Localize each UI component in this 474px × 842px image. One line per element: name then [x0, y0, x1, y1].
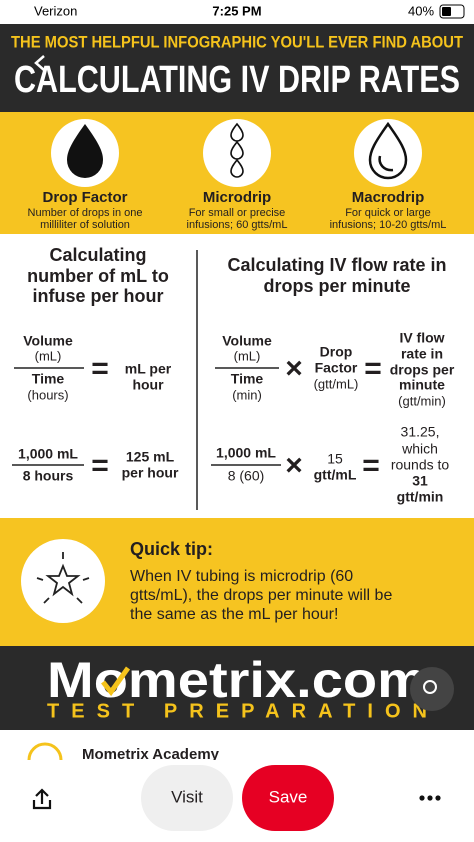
clock: 7:25 PM: [212, 3, 261, 18]
brand-name: Mometrix.com: [47, 652, 427, 708]
section-title: infuse per hour: [32, 286, 163, 306]
equals: =: [91, 352, 109, 385]
result: which: [401, 441, 438, 457]
tip-body: gtts/mL), the drops per minute will be: [130, 587, 392, 604]
numerator: 1,000 mL: [18, 446, 78, 462]
tip-icon: [21, 539, 105, 623]
denominator: Time: [231, 371, 264, 387]
drop-solid: [67, 124, 103, 178]
drop-outline: [368, 121, 408, 180]
battery-level: 40%: [408, 3, 434, 18]
save-button[interactable]: [242, 765, 334, 831]
factor: gtt/mL: [314, 467, 357, 483]
macrodrip-icon: [354, 119, 422, 187]
factor: Drop: [320, 344, 353, 360]
denominator-unit: (min): [232, 387, 262, 402]
numerator: 1,000 mL: [216, 445, 276, 461]
visit-button[interactable]: [141, 765, 233, 831]
result: 125 mL: [126, 449, 175, 465]
more-button[interactable]: [419, 795, 441, 801]
times: ×: [285, 352, 303, 385]
section-title: Calculating IV flow rate in: [227, 255, 446, 275]
denominator: 8 (60): [228, 468, 265, 484]
result: 31: [412, 473, 428, 489]
equals: =: [91, 449, 109, 482]
source-name: Mometrix Academy: [82, 746, 220, 763]
term-title: Microdrip: [203, 189, 271, 206]
battery-fill: [442, 7, 451, 16]
save-label: Save: [269, 787, 308, 806]
equals: =: [364, 352, 382, 385]
denominator-unit: (hours): [27, 387, 68, 402]
equals: =: [362, 449, 380, 482]
header-kicker: THE MOST HELPFUL INFOGRAPHIC YOU'LL EVER…: [11, 32, 464, 51]
brand-check: [101, 666, 131, 697]
term-description: For small or precise: [189, 207, 286, 219]
section-title: drops per minute: [263, 276, 410, 296]
visit-label: Visit: [171, 787, 203, 806]
numerator: Volume: [23, 333, 73, 349]
brand-band: [0, 646, 474, 730]
term-description: milliliter of solution: [40, 219, 130, 231]
section-title: Calculating: [49, 245, 146, 265]
section-title: number of mL to: [27, 266, 169, 286]
result: rate in: [401, 346, 443, 362]
back-button[interactable]: [34, 55, 45, 71]
result: per hour: [122, 465, 179, 481]
term-description: For quick or large: [345, 207, 431, 219]
tip-body: the same as the mL per hour!: [130, 606, 338, 623]
header-title: CALCULATING IV DRIP RATES: [14, 59, 460, 101]
term-title: Drop Factor: [42, 189, 127, 206]
drop-shine: [378, 155, 394, 172]
times: ×: [285, 449, 303, 482]
star: [45, 563, 81, 597]
factor: 15: [327, 451, 343, 467]
result: IV flow: [399, 330, 444, 346]
status-bar: [0, 0, 474, 24]
term-description: infusions; 60 gtts/mL: [187, 219, 288, 231]
denominator: 8 hours: [23, 468, 74, 484]
share-button[interactable]: [32, 788, 52, 810]
term-description: infusions; 10-20 gtts/mL: [330, 219, 447, 231]
micro-drops: [230, 122, 244, 178]
microdrip-icon: [203, 119, 271, 187]
term-title: Macrodrip: [352, 189, 425, 206]
numerator-unit: (mL): [234, 348, 261, 363]
denominator: Time: [32, 371, 65, 387]
action-bar: [0, 760, 474, 842]
result: mL per: [125, 361, 172, 377]
result: minute: [399, 377, 445, 393]
numerator-unit: (mL): [35, 348, 62, 363]
tip-title: Quick tip:: [130, 539, 213, 559]
result: gtt/min: [397, 489, 444, 505]
carrier: Verizon: [34, 3, 77, 18]
formula-panel: [0, 234, 474, 518]
result: drops per: [390, 362, 455, 378]
result: hour: [132, 377, 164, 393]
numerator: Volume: [222, 333, 272, 349]
result: 31.25,: [401, 424, 440, 440]
factor-unit: (gtt/mL): [314, 376, 359, 391]
search-glyph: [423, 680, 437, 694]
tip-body: When IV tubing is microdrip (60: [130, 568, 353, 585]
factor: Factor: [315, 360, 358, 376]
result-unit: (gtt/min): [398, 393, 446, 408]
battery-icon: [439, 4, 465, 19]
star-rays: [36, 552, 90, 604]
result: rounds to: [391, 457, 450, 473]
visual-search[interactable]: [410, 667, 454, 711]
header: [0, 24, 474, 112]
term-description: Number of drops in one: [28, 207, 143, 219]
